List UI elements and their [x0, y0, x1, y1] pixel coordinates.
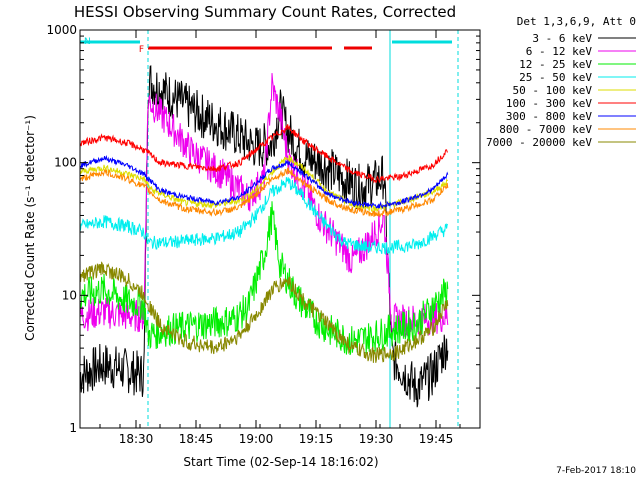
y-axis-label: Corrected Count Rate (s⁻¹ detector⁻¹) [23, 115, 37, 341]
y-tick-label-1: 10 [62, 288, 77, 302]
y-axis: 1 10 100 1000 [46, 23, 480, 435]
legend-label-4: 50 - 100 keV [513, 84, 593, 97]
series-line-3 [80, 177, 449, 256]
series-line-1 [80, 73, 449, 338]
series-line-5 [80, 124, 448, 184]
y-tick-label-3: 1000 [46, 23, 77, 37]
x-tick-label-5: 19:45 [419, 432, 454, 446]
series-line-7 [80, 167, 449, 218]
flag-label-N: N [84, 37, 91, 47]
x-axis: 18:30 18:45 19:00 19:15 19:30 19:45 [99, 30, 461, 446]
legend-header: Det 1,3,6,9, Att 0 [517, 15, 636, 28]
legend-label-3: 25 - 50 keV [519, 71, 592, 84]
legend-label-1: 6 - 12 keV [526, 45, 593, 58]
legend-label-7: 800 - 7000 keV [499, 123, 592, 136]
y-tick-label-0: 1 [69, 421, 77, 435]
plot-area: FN [79, 29, 481, 429]
x-tick-label-1: 18:45 [179, 432, 214, 446]
series-line-6 [80, 154, 449, 210]
y-tick-label-2: 100 [54, 156, 77, 170]
series-group [80, 65, 449, 408]
legend-label-2: 12 - 25 keV [519, 58, 592, 71]
x-axis-label: Start Time (02-Sep-14 18:16:02) [183, 455, 378, 469]
x-tick-label-4: 19:30 [359, 432, 394, 446]
chart-title: HESSI Observing Summary Count Rates, Cor… [74, 3, 456, 21]
x-tick-label-3: 19:15 [299, 432, 334, 446]
flag-label-F: F [139, 45, 144, 55]
footer-date: 7-Feb-2017 18:10 [556, 466, 636, 476]
x-tick-label-0: 18:30 [119, 432, 154, 446]
legend-label-5: 100 - 300 keV [506, 97, 592, 110]
series-line-8 [80, 261, 449, 363]
series-line-2 [80, 201, 449, 356]
x-tick-label-2: 19:00 [239, 432, 274, 446]
legend-label-6: 300 - 800 keV [506, 110, 592, 123]
legend-label-0: 3 - 6 keV [532, 32, 592, 45]
legend-label-8: 7000 - 20000 keV [486, 136, 592, 149]
